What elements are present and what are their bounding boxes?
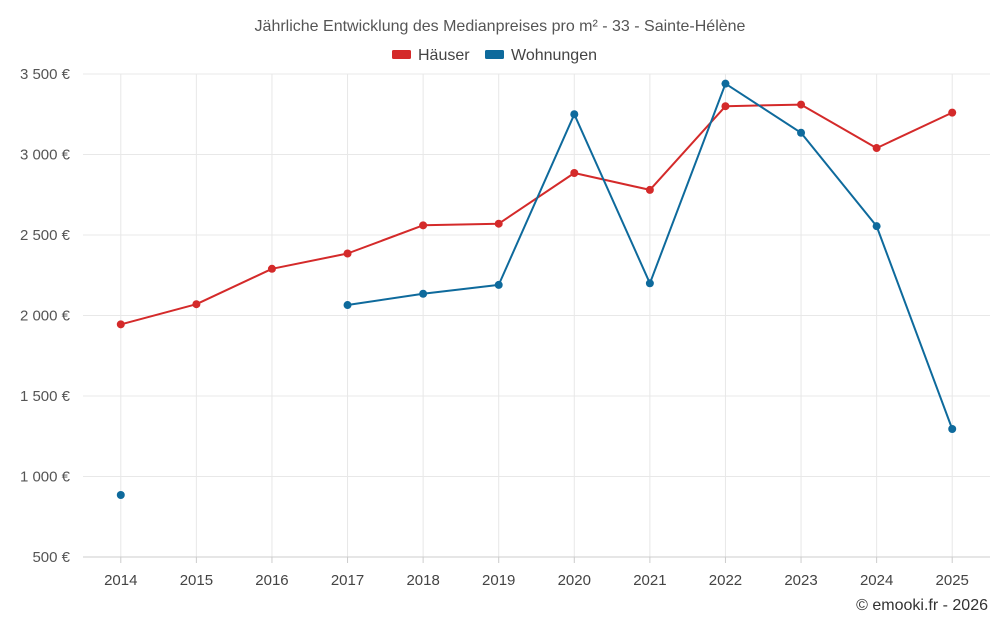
y-tick-label: 3 500 €	[20, 66, 71, 83]
y-tick-label: 1 000 €	[20, 469, 71, 486]
legend-item[interactable]: Häuser	[392, 47, 470, 64]
y-tick-label: 3 000 €	[20, 147, 71, 164]
grid	[83, 73, 990, 558]
x-tick-label: 2015	[180, 572, 213, 589]
x-tick-label: 2017	[331, 572, 364, 589]
data-point[interactable]	[721, 102, 730, 111]
data-point[interactable]	[494, 219, 503, 228]
y-tick-label: 1 500 €	[20, 388, 71, 405]
data-point[interactable]	[797, 128, 806, 137]
copyright-credit: © emooki.fr - 2026	[856, 597, 988, 614]
x-tick-label: 2023	[784, 572, 817, 589]
x-tick-label: 2020	[558, 572, 591, 589]
legend-label: Häuser	[418, 47, 470, 64]
legend: Häuser Wohnungen	[392, 47, 597, 64]
x-tick-label: 2014	[104, 572, 137, 589]
data-point[interactable]	[192, 300, 201, 309]
data-point[interactable]	[494, 280, 503, 289]
data-point[interactable]	[721, 79, 730, 88]
data-point[interactable]	[872, 144, 881, 153]
data-point[interactable]	[419, 289, 428, 298]
data-point[interactable]	[343, 301, 352, 310]
data-point[interactable]	[570, 110, 579, 119]
chart-title: Jährliche Entwicklung des Medianpreises …	[255, 18, 746, 35]
series-layer	[116, 79, 957, 500]
data-point[interactable]	[267, 264, 276, 273]
x-tick-label: 2024	[860, 572, 893, 589]
x-tick-label: 2018	[406, 572, 439, 589]
x-tick-label: 2019	[482, 572, 515, 589]
y-tick-label: 2 000 €	[20, 308, 71, 325]
x-axis: 2014 2015 2016 2017 2018 2019 2020 2021 2022 2023…	[83, 556, 990, 589]
legend-swatch	[485, 50, 504, 59]
data-point[interactable]	[343, 249, 352, 258]
data-point[interactable]	[645, 185, 654, 194]
data-point[interactable]	[419, 221, 428, 230]
y-tick-label: 500 €	[32, 549, 70, 566]
legend-swatch	[392, 50, 411, 59]
x-tick-label: 2021	[633, 572, 666, 589]
x-tick-label: 2016	[255, 572, 288, 589]
data-point[interactable]	[116, 320, 125, 329]
x-tick-label: 2025	[936, 572, 969, 589]
x-tick-label: 2022	[709, 572, 742, 589]
data-point[interactable]	[645, 279, 654, 288]
y-axis: 500 € 1 000 € 1 500 € 2 000 € 2 500 € 3 000 €…	[20, 66, 71, 566]
legend-label: Wohnungen	[511, 47, 597, 64]
legend-item[interactable]: Wohnungen	[485, 47, 597, 64]
y-tick-label: 2 500 €	[20, 227, 71, 244]
series-line	[120, 103, 953, 326]
data-point[interactable]	[872, 222, 881, 231]
data-point[interactable]	[570, 169, 579, 178]
data-point[interactable]	[948, 108, 957, 117]
data-point[interactable]	[797, 100, 806, 109]
data-point[interactable]	[948, 425, 957, 434]
series-huser	[116, 100, 957, 329]
series-wohnungen	[116, 79, 957, 500]
data-point[interactable]	[116, 491, 125, 500]
